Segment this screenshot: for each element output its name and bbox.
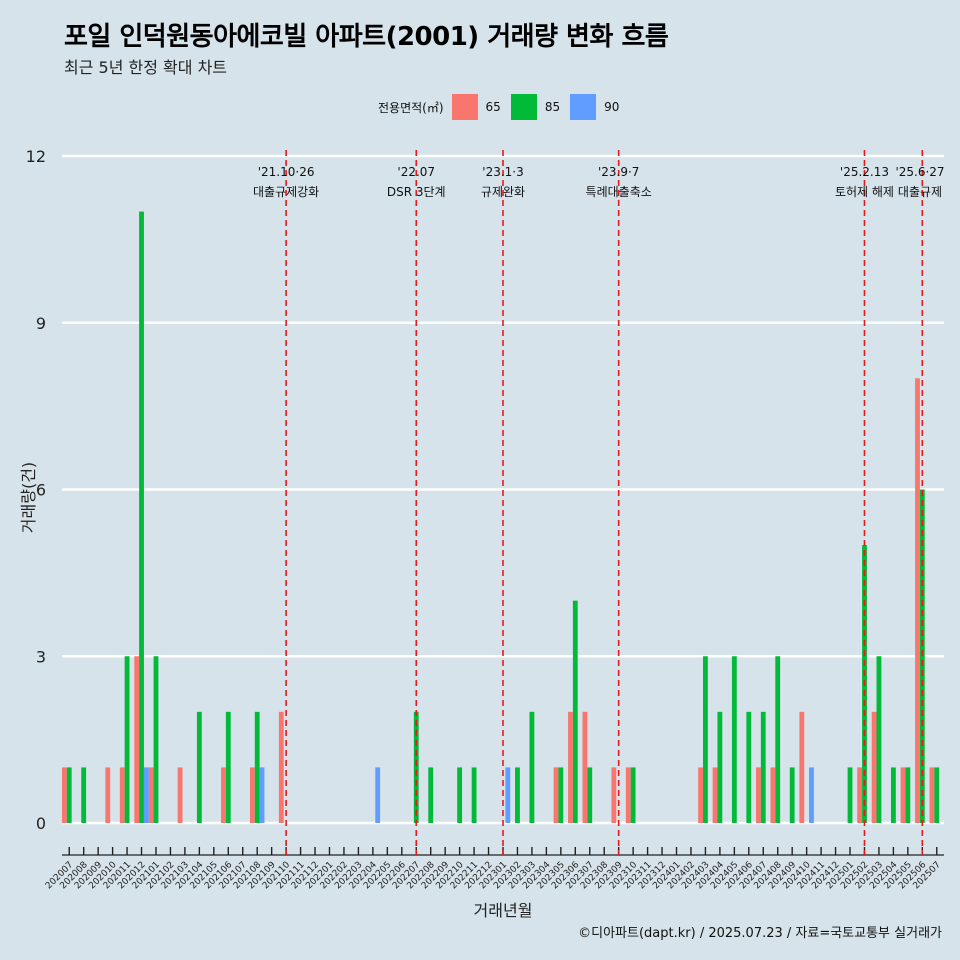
legend-swatch-85 [510,94,537,120]
bar-85-202310 [630,767,636,823]
bar-65-202110 [278,711,284,823]
bar-65-202101 [148,767,154,823]
bar-65-202307 [582,711,588,823]
bar-85-202506 [919,489,925,823]
bar-65-202310 [625,767,631,823]
bar-85-202501 [847,767,853,823]
bar-85-202012 [139,211,144,824]
event-date-label: '25.6·27 [895,165,944,179]
legend-swatch-65 [451,94,478,120]
chart-title: 포일 인덕원동아에코빌 아파트(2001) 거래량 변화 흐름 [64,22,669,52]
bar-85-202407 [760,711,766,823]
bar-90-202301 [505,767,511,823]
legend-label-65: 65 [485,100,501,114]
bar-65-202410 [799,711,805,823]
bar-85-202504 [890,767,896,823]
legend-swatch-90 [570,94,597,120]
bar-85-202104 [196,711,202,823]
event-label: DSR 3단계 [387,185,446,199]
bar-65-202503 [871,711,877,823]
bar-90-202204 [375,767,381,823]
bar-65-202506 [915,378,920,823]
bar-85-202211 [471,767,477,823]
bar-65-202408 [770,767,776,823]
bar-85-202207 [413,711,419,823]
bar-65-202010 [105,767,111,823]
bar-85-202208 [428,767,434,823]
bar-90-202410 [809,767,814,823]
bar-65-202007 [62,767,67,823]
bar-85-202307 [587,767,593,823]
bar-85-202303 [529,711,535,823]
bar-65-202507 [929,767,935,823]
event-label: 토허제 해제 [835,185,894,199]
bar-85-202505 [905,767,911,823]
y-tick-label: 3 [36,647,46,666]
event-date-label: '22.07 [397,165,435,179]
legend: 전용면적(㎡) 65 85 90 [378,92,629,122]
chart-subtitle: 최근 5년 한정 확대 차트 [64,58,228,77]
event-label: 대출규제강화 [253,185,319,199]
bar-85-202404 [717,711,723,823]
bar-90-202108 [259,767,265,823]
bar-65-202306 [568,711,573,823]
y-tick-label: 0 [36,814,46,833]
bar-65-202403 [698,767,704,823]
bar-85-202403 [703,656,708,823]
legend-item-90: 90 [570,94,619,120]
bar-85-202409 [789,767,795,823]
event-date-label: '23.9·7 [598,165,639,179]
bar-85-202503 [876,656,882,823]
event-label: 대출규제 [898,185,942,199]
bar-85-202305 [558,767,564,823]
legend-item-85: 85 [510,94,561,120]
bar-65-202502 [857,767,863,823]
source-caption: ©디아파트(dapt.kr) / 2025.07.23 / 자료=국토교통부 실… [578,926,942,941]
bar-85-202108 [254,711,260,823]
legend-title: 전용면적(㎡) [378,100,444,115]
y-tick-label: 9 [36,314,46,333]
legend-label-90: 90 [604,100,620,114]
event-date-label: '25.2.13 [840,165,889,179]
bar-65-202407 [756,767,761,823]
bar-65-202108 [249,767,255,823]
bar-90-202012 [143,767,149,823]
y-axis-title: 거래량(건) [19,462,38,533]
bar-65-202106 [221,767,226,823]
bar-85-202007 [66,767,72,823]
x-axis-title: 거래년월 [474,901,533,920]
event-date-label: '21.10·26 [258,165,315,179]
bar-85-202405 [731,656,737,823]
event-label: 규제완화 [481,185,525,199]
bar-85-202210 [457,767,463,823]
event-label: 특례대출축소 [586,185,652,199]
bar-85-202406 [746,711,752,823]
bar-65-202404 [712,767,718,823]
bar-65-202305 [553,767,559,823]
y-tick-label: 6 [36,481,46,500]
bar-85-202101 [153,656,159,823]
bar-65-202505 [900,767,906,823]
bar-65-202103 [177,767,183,823]
legend-label-85: 85 [544,100,561,114]
bar-65-202309 [611,767,617,823]
bar-65-202011 [119,767,125,823]
legend-item-65: 65 [451,94,501,120]
bar-85-202507 [934,767,940,823]
bar-85-202106 [225,711,231,823]
y-tick-label: 12 [26,147,46,166]
bar-85-202306 [572,600,578,823]
bar-85-202408 [775,656,781,823]
event-date-label: '23.1·3 [482,165,523,179]
bar-85-202302 [515,767,520,823]
bar-65-202012 [134,656,140,823]
bar-85-202008 [81,767,87,823]
bar-85-202011 [124,656,130,823]
